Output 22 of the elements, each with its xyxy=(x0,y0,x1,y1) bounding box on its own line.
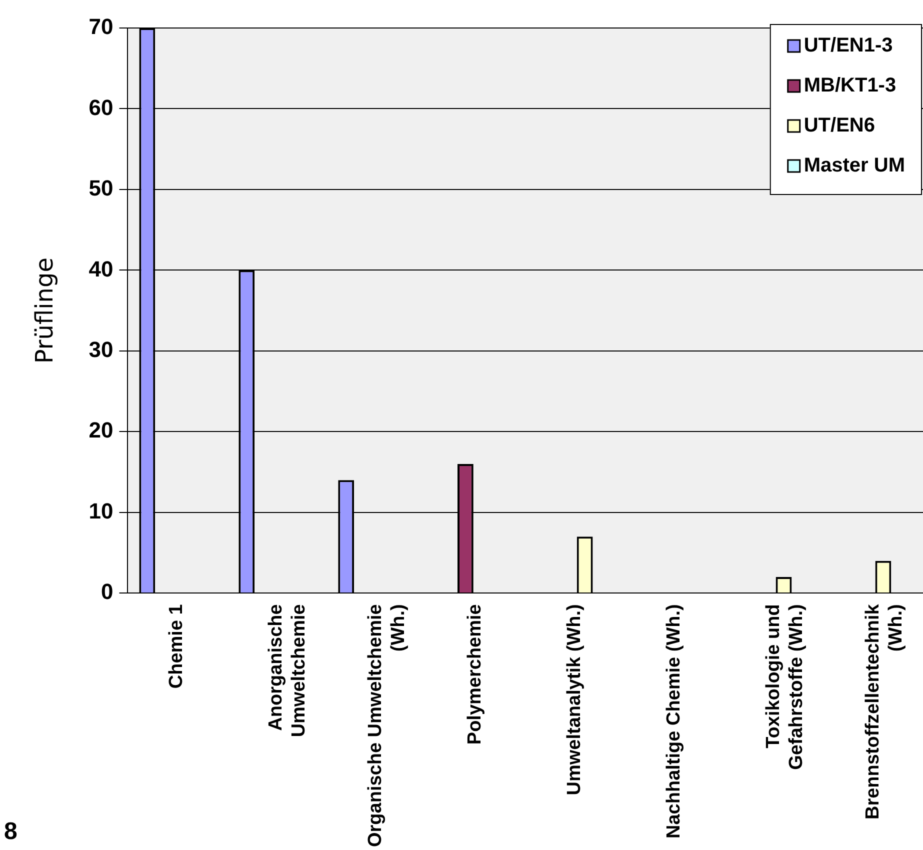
x-tick-label: Brennstoffzellentechnik (Wh.) xyxy=(862,604,906,820)
y-tick-label: 20 xyxy=(88,418,114,443)
legend-label: Master UM xyxy=(804,154,906,177)
y-tick-label: 40 xyxy=(88,256,114,282)
legend-label: UT/EN6 xyxy=(804,114,875,137)
x-tick-label: Anorganische Umweltchemie xyxy=(266,604,310,738)
y-tick-label: 70 xyxy=(88,14,114,40)
y-tick-label: 60 xyxy=(88,94,114,120)
y-tick-label: 10 xyxy=(88,498,114,524)
y-tick-label: 30 xyxy=(88,337,114,362)
legend-label: UT/EN1-3 xyxy=(804,34,893,57)
x-tick-label: Chemie 1 xyxy=(166,604,188,689)
y-tick-label: 0 xyxy=(101,579,114,604)
text: 8 xyxy=(4,818,18,846)
y-axis-title: Prüflinge xyxy=(30,258,59,364)
legend-label: MB/KT1-3 xyxy=(804,74,896,97)
y-tick-label: 50 xyxy=(88,176,114,201)
x-tick-label: Umweltanalytik (Wh.) xyxy=(564,604,586,796)
x-tick-label: Nachhaltige Chemie (Wh.) xyxy=(664,604,685,838)
x-tick-label: Organische Umweltchemie (Wh.) xyxy=(365,604,409,848)
x-tick-label: Polymerchemie xyxy=(464,604,486,745)
x-tick-label: Toxikologie und Gefahrstoffe (Wh.) xyxy=(763,604,807,770)
